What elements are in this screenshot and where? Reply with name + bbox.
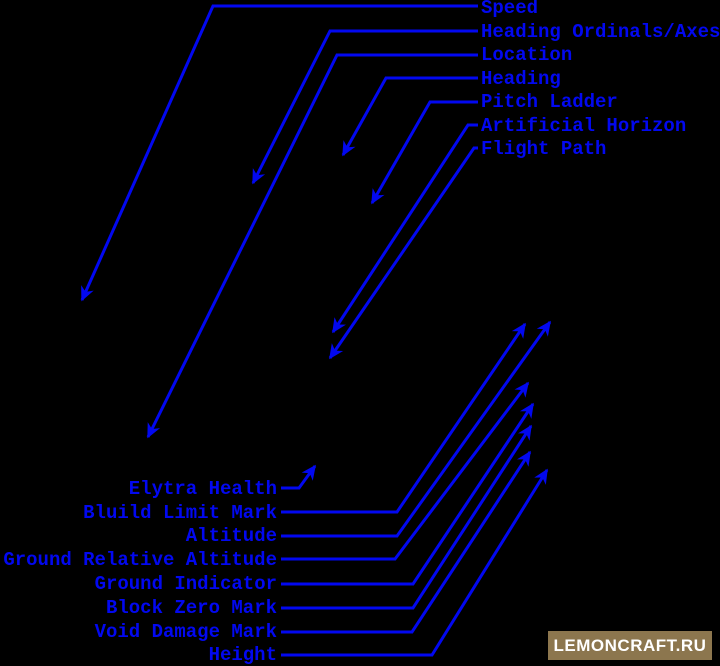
connector-pitch-ladder (370, 100, 478, 205)
label-speed: Speed (481, 0, 539, 19)
label-block-zero-mark: Block Zero Mark (105, 597, 277, 619)
label-ground-indicator: Ground Indicator (94, 573, 277, 595)
label-flight-path: Flight Path (481, 138, 607, 160)
connector-bluild-limit-mark (281, 322, 527, 514)
label-heading-ordinals-axes: Heading Ordinals/Axes (481, 20, 720, 43)
connector-artificial-horizon (331, 123, 478, 334)
label-bluild-limit-mark: Bluild Limit Mark (83, 501, 277, 524)
connector-block-zero-mark (281, 424, 533, 610)
connector-void-damage-mark (281, 450, 532, 634)
label-heading: Heading (481, 67, 561, 90)
label-elytra-health: Elytra Health (128, 478, 277, 500)
label-artificial-horizon: Artificial Horizon (481, 114, 687, 137)
connector-ground-relative-altitude (281, 381, 530, 561)
label-height: Height (208, 644, 277, 666)
connector-heading (341, 76, 478, 157)
watermark-badge: LEMONCRAFT.RU (548, 631, 712, 660)
watermark-text: LEMONCRAFT.RU (553, 635, 707, 655)
connector-altitude (281, 320, 552, 538)
connector-flight-path (328, 146, 478, 360)
label-altitude: Altitude (185, 525, 277, 547)
connector-height (281, 468, 549, 657)
label-location: Location (481, 44, 573, 66)
connector-elytra-health (281, 464, 317, 490)
connector-location (146, 53, 478, 439)
connector-ground-indicator (281, 402, 535, 586)
label-void-damage-mark: Void Damage Mark (94, 620, 277, 643)
connector-heading-ordinals-axes (251, 29, 478, 185)
label-ground-relative-altitude: Ground Relative Altitude (3, 549, 277, 571)
connector-speed (80, 4, 478, 302)
label-pitch-ladder: Pitch Ladder (481, 91, 618, 113)
